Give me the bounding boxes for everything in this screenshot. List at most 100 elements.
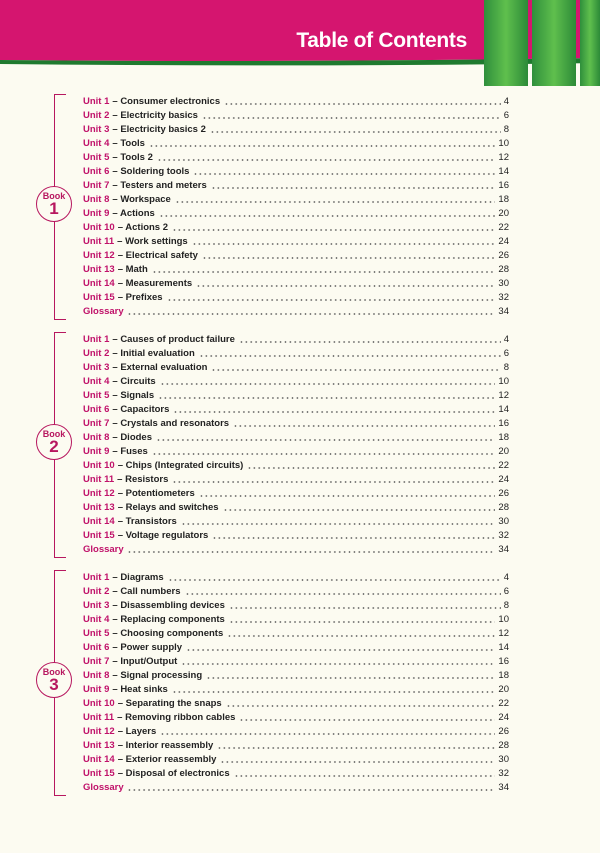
unit-title: – Actions (112, 207, 155, 219)
dot-leader (198, 489, 496, 497)
book-label: Book (42, 429, 66, 439)
unit-title: – Resistors (117, 473, 169, 485)
unit-label: Unit 5 (83, 151, 110, 163)
toc-entry: Unit 2– Electricity basics 6 (83, 108, 509, 122)
dot-leader (173, 405, 496, 413)
toc-entry: Unit 15– Voltage regulators 32 (83, 528, 509, 542)
page-number: 22 (498, 221, 509, 233)
page-number: 20 (498, 445, 509, 457)
unit-label: Unit 3 (83, 361, 110, 373)
unit-label: Unit 9 (83, 207, 110, 219)
dot-leader (228, 615, 496, 623)
toc-entry: Unit 5– Signals 12 (83, 388, 509, 402)
unit-title: – Signal processing (112, 669, 203, 681)
dot-leader (167, 573, 501, 581)
dot-leader (191, 237, 496, 245)
unit-label: Unit 6 (83, 641, 110, 653)
page-number: 10 (498, 137, 509, 149)
unit-label: Unit 8 (83, 431, 110, 443)
unit-title: – Input/Output (112, 655, 178, 667)
unit-title: – Power supply (112, 641, 183, 653)
unit-title: – Capacitors (112, 403, 170, 415)
toc-entry: Unit 13– Interior reassembly 28 (83, 738, 509, 752)
unit-label: Glossary (83, 305, 124, 317)
page-title: Table of Contents (296, 29, 467, 52)
unit-title: – Workspace (112, 193, 171, 205)
page-number: 12 (498, 627, 509, 639)
dot-leader (227, 629, 496, 637)
page-number: 16 (498, 655, 509, 667)
unit-title: – Voltage regulators (117, 529, 209, 541)
toc-entry: Unit 12– Potentiometers 26 (83, 486, 509, 500)
unit-title: – Fuses (112, 445, 148, 457)
header-band (0, 0, 600, 86)
dot-leader (172, 223, 496, 231)
dot-leader (201, 251, 496, 259)
toc-entry: Unit 5– Choosing components 12 (83, 626, 509, 640)
unit-title: – Tools (112, 137, 145, 149)
dot-leader (224, 97, 501, 105)
dot-leader (186, 643, 496, 651)
unit-label: Unit 15 (83, 767, 115, 779)
unit-title: – Math (117, 263, 148, 275)
unit-title: – Call numbers (112, 585, 181, 597)
dot-leader (159, 377, 496, 385)
unit-title: – Causes of product failure (112, 333, 235, 345)
page-number: 24 (498, 473, 509, 485)
dot-leader (239, 713, 496, 721)
dot-leader (228, 601, 501, 609)
page-number: 12 (498, 389, 509, 401)
dot-leader (126, 783, 496, 791)
dot-leader (181, 657, 496, 665)
toc-entry: Unit 14– Measurements 30 (83, 276, 509, 290)
unit-label: Unit 9 (83, 445, 110, 457)
toc-entry: Unit 10– Actions 2 22 (83, 220, 509, 234)
dot-leader (225, 699, 496, 707)
page-number: 30 (498, 277, 509, 289)
toc-entry: Unit 10– Chips (Integrated circuits) 22 (83, 458, 509, 472)
unit-title: – Exterior reassembly (117, 753, 217, 765)
toc-entry: Unit 6– Power supply 14 (83, 640, 509, 654)
unit-title: – Measurements (117, 277, 193, 289)
unit-title: – Diodes (112, 431, 152, 443)
unit-label: Unit 6 (83, 165, 110, 177)
unit-title: – External evaluation (112, 361, 208, 373)
unit-label: Unit 14 (83, 277, 115, 289)
unit-label: Unit 13 (83, 263, 115, 275)
toc-entry: Glossary 34 (83, 780, 509, 794)
unit-title: – Crystals and resonators (112, 417, 230, 429)
unit-label: Unit 10 (83, 221, 115, 233)
page-number: 18 (498, 669, 509, 681)
page-number: 14 (498, 403, 509, 415)
toc-entry: Unit 9– Actions 20 (83, 206, 509, 220)
unit-label: Unit 15 (83, 529, 115, 541)
dot-leader (211, 363, 501, 371)
page-number: 14 (498, 641, 509, 653)
page-number: 28 (498, 263, 509, 275)
page-number: 4 (503, 333, 509, 345)
unit-title: – Potentiometers (117, 487, 195, 499)
unit-title: – Separating the snaps (117, 697, 222, 709)
unit-title: – Consumer electronics (112, 95, 221, 107)
toc-entry: Unit 11– Resistors 24 (83, 472, 509, 486)
toc-entry: Unit 3– External evaluation 8 (83, 360, 509, 374)
unit-label: Unit 11 (83, 711, 115, 723)
unit-label: Unit 2 (83, 347, 110, 359)
toc-entry: Unit 12– Electrical safety 26 (83, 248, 509, 262)
unit-title: – Replacing components (112, 613, 225, 625)
page-number: 22 (498, 697, 509, 709)
page-number: 14 (498, 165, 509, 177)
book-badge: Book 1 (36, 186, 72, 222)
page-number: 26 (498, 487, 509, 499)
toc-entry: Unit 7– Input/Output 16 (83, 654, 509, 668)
page-number: 6 (503, 347, 509, 359)
unit-label: Unit 7 (83, 417, 110, 429)
unit-title: – Soldering tools (112, 165, 190, 177)
unit-title: – Relays and switches (117, 501, 219, 513)
unit-title: – Heat sinks (112, 683, 168, 695)
toc-entry: Unit 3– Electricity basics 2 8 (83, 122, 509, 136)
unit-title: – Electricity basics 2 (112, 123, 206, 135)
page-number: 16 (498, 417, 509, 429)
unit-label: Unit 5 (83, 389, 110, 401)
page-number: 8 (503, 123, 509, 135)
